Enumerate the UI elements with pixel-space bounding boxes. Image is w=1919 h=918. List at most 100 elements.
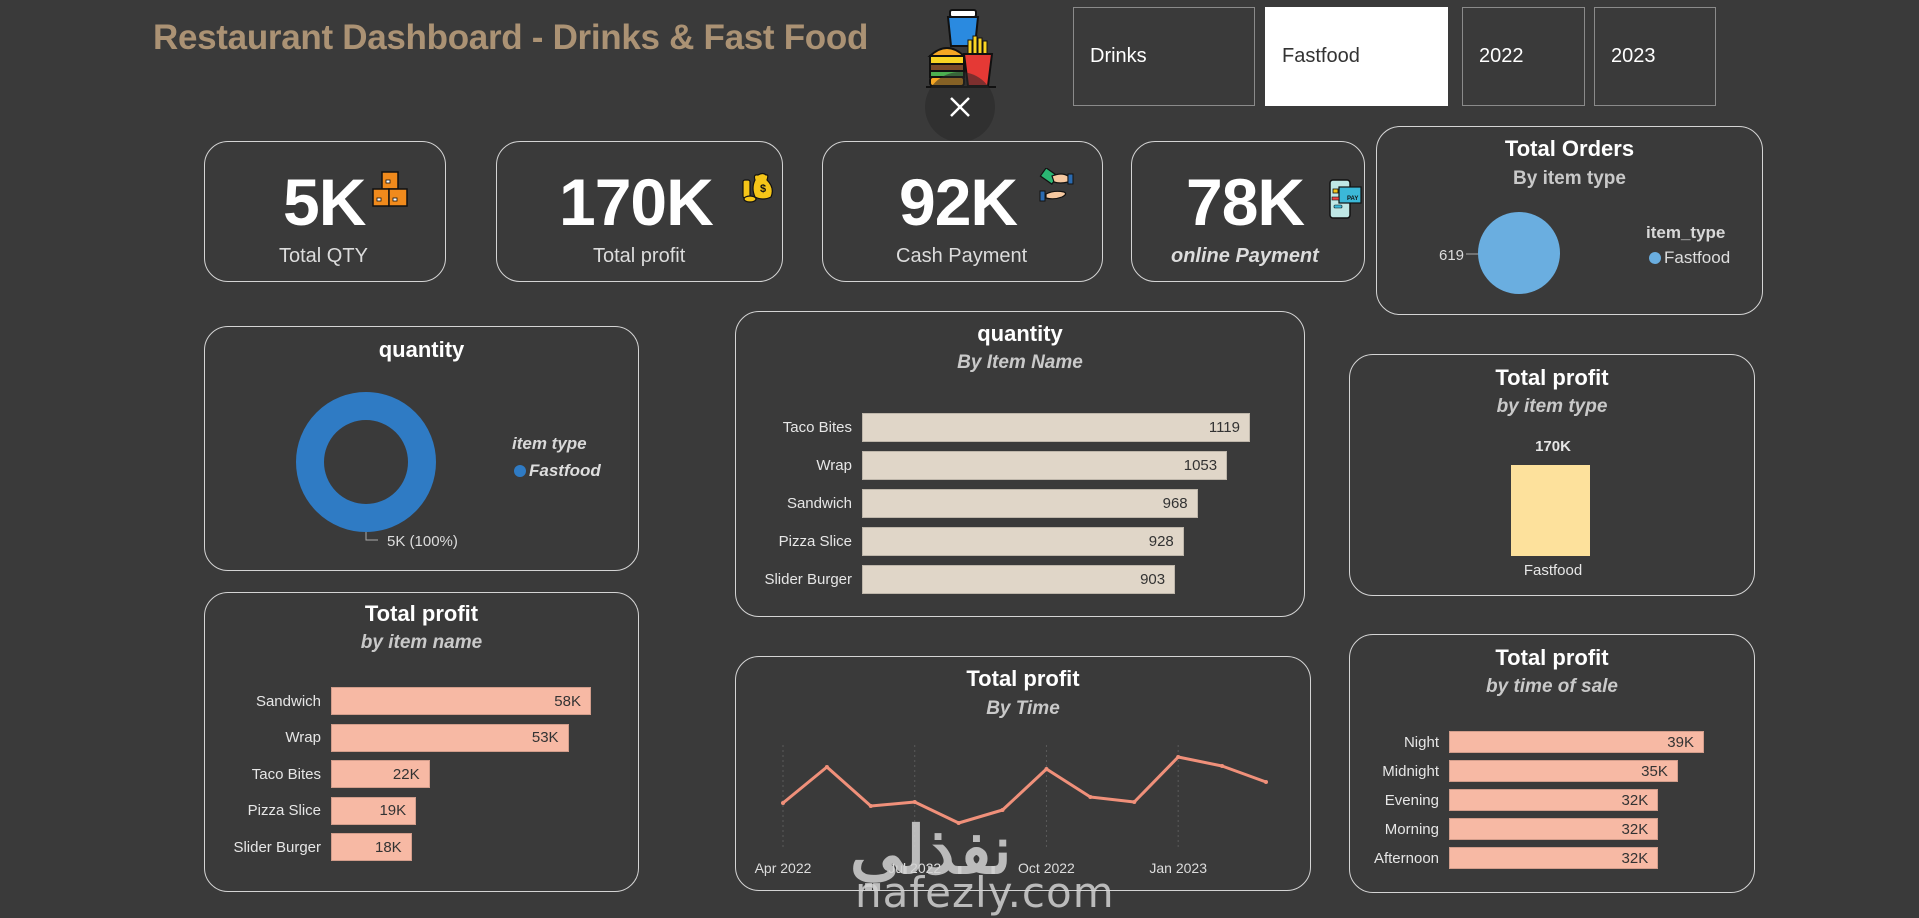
x-tick-label: Oct 2022: [1018, 860, 1075, 876]
bar-label: Pizza Slice: [247, 802, 321, 819]
bar[interactable]: [1449, 731, 1704, 753]
x-tick-label: Jan 2023: [1149, 860, 1207, 876]
kpi-card-cash-payment: 92K Cash Payment: [822, 141, 1103, 282]
bar-value-label: 170K: [1535, 438, 1571, 455]
chart-title: quantity: [977, 321, 1063, 346]
donut-slice-fastfood[interactable]: [296, 392, 436, 532]
bar-label: Sandwich: [255, 692, 321, 710]
data-point[interactable]: [781, 801, 785, 805]
kpi-card-total-profit: 170K Total profit $: [496, 141, 783, 282]
slicer-item-type-drinks[interactable]: Drinks: [1073, 7, 1255, 106]
x-tick-label: Jul 2022: [888, 860, 941, 876]
slicer-item-type-fastfood[interactable]: Fastfood: [1265, 7, 1448, 106]
bar-label: Night: [1403, 733, 1439, 751]
bar[interactable]: [1449, 818, 1659, 840]
bar-label: Taco Bites: [782, 419, 852, 436]
bar-value-label: 22K: [392, 765, 420, 783]
bar[interactable]: [331, 760, 430, 788]
chart-title: Total Orders: [1504, 136, 1635, 161]
legend-item-fastfood[interactable]: Fastfood: [514, 461, 601, 481]
bar[interactable]: [331, 796, 417, 825]
bar-label: Morning: [1384, 820, 1439, 838]
data-point[interactable]: [1044, 767, 1049, 771]
slicer-year-2023[interactable]: 2023: [1594, 7, 1716, 106]
bar-value-label: 53K: [531, 729, 559, 746]
data-point[interactable]: [1132, 800, 1137, 804]
close-button[interactable]: [925, 72, 995, 142]
bar-label: Afternoon: [1373, 849, 1439, 867]
bar[interactable]: [1449, 789, 1659, 811]
orders-pie-chart: 619: [1439, 212, 1560, 294]
legend-title: item_type: [1646, 223, 1726, 242]
bar[interactable]: [862, 489, 1198, 518]
watermark-arabic: نفذلي: [850, 813, 1012, 887]
legend-label: Fastfood: [1664, 248, 1731, 267]
close-icon: [950, 97, 970, 117]
bar-value-label: 32K: [1621, 849, 1649, 867]
slicer-year-2022[interactable]: 2022: [1462, 7, 1585, 106]
bar[interactable]: [1511, 465, 1590, 556]
data-point[interactable]: [1000, 808, 1005, 812]
data-point[interactable]: [1264, 780, 1268, 784]
chart-title: Total profit: [1495, 645, 1609, 670]
pie-slice-fastfood[interactable]: [1478, 212, 1560, 294]
legend-dot: [514, 465, 526, 477]
chart-subtitle: by item type: [1496, 396, 1608, 417]
x-tick-label: Fastfood: [1523, 562, 1583, 579]
chart-subtitle: By Time: [986, 698, 1060, 719]
bar-label: Wrap: [816, 457, 852, 474]
bar[interactable]: [1449, 760, 1678, 782]
data-point[interactable]: [824, 765, 829, 769]
legend-item-fastfood[interactable]: Fastfood: [1649, 248, 1730, 268]
svg-text:PAY: PAY: [1347, 196, 1358, 202]
legend-title: item type: [512, 434, 587, 453]
bar[interactable]: [862, 451, 1228, 480]
bar[interactable]: [1449, 847, 1659, 869]
bar[interactable]: [331, 723, 569, 752]
bar-value-label: 39K: [1667, 733, 1694, 751]
data-point[interactable]: [1176, 755, 1181, 759]
bar[interactable]: [331, 833, 412, 861]
kpi-value: 92K: [899, 165, 1018, 239]
chart-subtitle: By Item Name: [957, 352, 1083, 373]
bar-label: Slider Burger: [233, 838, 321, 856]
data-point[interactable]: [956, 821, 961, 825]
cash-hand-icon: [1038, 167, 1076, 211]
profit-by-type-card: Total profit by item type 170K Fastfood: [1349, 354, 1755, 596]
data-point[interactable]: [868, 804, 873, 808]
bar[interactable]: [862, 565, 1176, 594]
mobile-pay-icon: PAY: [1329, 179, 1363, 226]
kpi-label: Total profit: [593, 245, 686, 267]
profit-by-type-chart: 170K Fastfood: [1350, 355, 1756, 597]
kpi-value: 5K: [283, 165, 366, 239]
chart-subtitle: by item name: [360, 632, 483, 653]
money-bag-icon: $: [741, 170, 775, 209]
bar-value-label: 35K: [1641, 762, 1668, 780]
kpi-value: 170K: [559, 165, 714, 239]
bar-label: Wrap: [285, 729, 321, 746]
bar-label: Taco Bites: [251, 765, 321, 783]
profit-by-time-card: Total profit By Time Apr 2022 Jul 2022 Oct…: [735, 656, 1311, 891]
bar[interactable]: [331, 687, 591, 715]
kpi-card-total-qty: 5K Total QTY: [204, 141, 446, 282]
bar-label: Sandwich: [786, 495, 852, 512]
series-line[interactable]: [782, 755, 1267, 825]
bar-label: Pizza Slice: [778, 533, 852, 550]
chart-title: Total profit: [966, 666, 1080, 691]
bar[interactable]: [862, 527, 1184, 556]
bar-value-label: 32K: [1621, 820, 1649, 838]
bar-label: Slider Burger: [764, 571, 852, 588]
bar[interactable]: [862, 413, 1250, 442]
profit-by-item-card: Total profit by item name Sandwich 58K Wra…: [204, 592, 639, 892]
data-point[interactable]: [1088, 795, 1093, 799]
quantity-donut-chart: 5K (100%): [296, 392, 458, 550]
bar-value-label: 1119: [1208, 419, 1240, 436]
data-point[interactable]: [912, 800, 917, 804]
kpi-label: Cash Payment: [896, 245, 1028, 267]
legend-dot: [1649, 252, 1661, 264]
chart-title: quantity: [378, 337, 465, 362]
chart-title: Total profit: [364, 601, 479, 626]
dashboard-title: Restaurant Dashboard - Drinks & Fast Foo…: [153, 18, 869, 57]
data-point[interactable]: [1220, 764, 1225, 768]
profit-by-item-chart: Sandwich 58K Wrap 53K Taco Bites 22K Pizza Sli…: [205, 593, 640, 893]
